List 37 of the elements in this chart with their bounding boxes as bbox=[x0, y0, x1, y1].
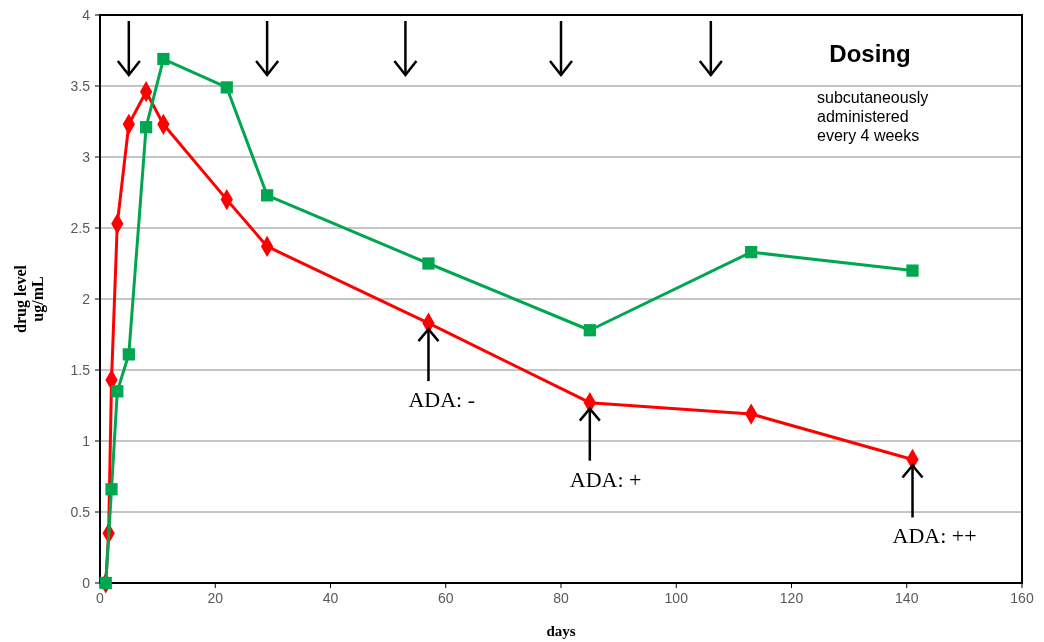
annotation: subcutaneously administered every 4 weeks bbox=[817, 89, 929, 144]
point bbox=[260, 189, 274, 202]
x-tick-label: 80 bbox=[553, 590, 569, 606]
annotation: ADA: + bbox=[569, 466, 642, 492]
point bbox=[583, 324, 596, 337]
y-tick-label: 2.5 bbox=[70, 220, 91, 236]
point bbox=[105, 483, 118, 496]
x-axis-title: days bbox=[546, 623, 576, 639]
point bbox=[111, 385, 124, 398]
y-tick-label: 1 bbox=[82, 433, 91, 449]
y-tick-label: 3 bbox=[82, 149, 91, 165]
point bbox=[220, 81, 233, 94]
point bbox=[99, 576, 112, 590]
x-tick-label: 60 bbox=[437, 590, 454, 606]
point bbox=[157, 52, 170, 66]
point bbox=[139, 121, 153, 134]
y-tick-label: 0.5 bbox=[70, 504, 91, 520]
y-tick-label: 0 bbox=[82, 575, 91, 591]
x-tick-label: 140 bbox=[895, 590, 919, 606]
point bbox=[422, 257, 435, 270]
y-tick-label: 4 bbox=[82, 7, 91, 23]
annotation: Dosing bbox=[829, 40, 911, 67]
y-tick-label: 1.5 bbox=[70, 362, 91, 378]
annotation: ADA: - bbox=[408, 387, 476, 413]
x-tick-label: 20 bbox=[207, 590, 224, 606]
y-axis-title: drug level ug/mL bbox=[12, 264, 47, 333]
y-tick-label: 2 bbox=[82, 291, 91, 307]
y-tick-label: 3.5 bbox=[70, 78, 91, 94]
annotation: ADA: ++ bbox=[892, 523, 977, 549]
x-tick-label: 40 bbox=[322, 590, 339, 606]
x-tick-label: 100 bbox=[664, 590, 689, 606]
x-tick-label: 160 bbox=[1010, 590, 1034, 606]
point bbox=[122, 348, 135, 361]
x-tick-label: 120 bbox=[779, 590, 804, 606]
x-tick-label: 0 bbox=[96, 590, 105, 606]
point bbox=[745, 246, 758, 259]
point bbox=[906, 264, 919, 277]
